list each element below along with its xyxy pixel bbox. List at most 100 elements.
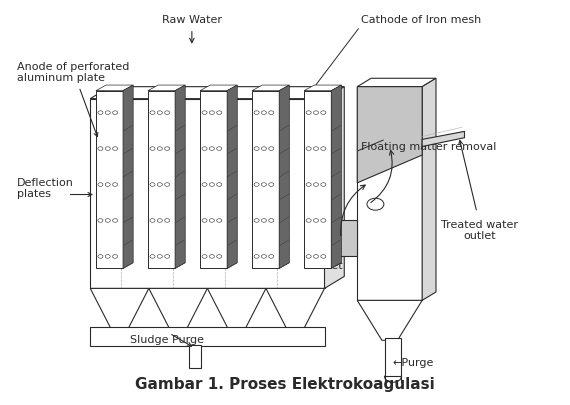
Circle shape <box>202 219 207 222</box>
Circle shape <box>209 183 214 186</box>
Bar <box>96 91 123 269</box>
Polygon shape <box>266 288 324 328</box>
Polygon shape <box>357 78 436 87</box>
Polygon shape <box>90 87 344 99</box>
Bar <box>200 91 227 269</box>
Circle shape <box>157 183 162 186</box>
Circle shape <box>367 198 384 210</box>
Circle shape <box>105 147 111 150</box>
Circle shape <box>157 111 162 115</box>
Polygon shape <box>207 288 266 328</box>
Circle shape <box>321 219 326 222</box>
Circle shape <box>254 147 259 150</box>
Bar <box>252 91 279 269</box>
Polygon shape <box>227 85 237 269</box>
Circle shape <box>262 255 266 258</box>
Circle shape <box>150 183 155 186</box>
Circle shape <box>262 147 266 150</box>
Circle shape <box>321 183 326 186</box>
Polygon shape <box>304 85 341 91</box>
Polygon shape <box>175 85 185 269</box>
Bar <box>357 87 422 301</box>
Text: Raw Water: Raw Water <box>162 15 222 25</box>
Bar <box>189 345 201 368</box>
Circle shape <box>268 219 274 222</box>
Polygon shape <box>357 87 422 183</box>
Circle shape <box>268 147 274 150</box>
Circle shape <box>112 219 117 222</box>
Circle shape <box>321 255 326 258</box>
Circle shape <box>262 183 266 186</box>
Circle shape <box>112 111 117 115</box>
Circle shape <box>209 111 214 115</box>
Text: Anode of perforated
aluminum plate: Anode of perforated aluminum plate <box>17 62 129 83</box>
Circle shape <box>217 219 222 222</box>
Text: Cathode of Iron mesh: Cathode of Iron mesh <box>361 15 482 25</box>
Circle shape <box>202 111 207 115</box>
Polygon shape <box>324 87 344 288</box>
Polygon shape <box>200 85 237 91</box>
Text: Gambar 1. Proses Elektrokoagulasi: Gambar 1. Proses Elektrokoagulasi <box>135 377 435 392</box>
Circle shape <box>306 219 311 222</box>
Bar <box>90 99 324 288</box>
Circle shape <box>98 147 103 150</box>
Circle shape <box>165 219 170 222</box>
Circle shape <box>306 183 311 186</box>
Circle shape <box>268 111 274 115</box>
Polygon shape <box>357 301 422 340</box>
Circle shape <box>314 147 319 150</box>
Text: Deflection
plates: Deflection plates <box>17 178 74 199</box>
Circle shape <box>314 111 319 115</box>
Polygon shape <box>331 85 341 269</box>
Circle shape <box>165 147 170 150</box>
Circle shape <box>202 255 207 258</box>
Circle shape <box>209 219 214 222</box>
Circle shape <box>314 219 319 222</box>
Circle shape <box>157 219 162 222</box>
Circle shape <box>217 111 222 115</box>
Circle shape <box>217 147 222 150</box>
Circle shape <box>98 255 103 258</box>
Text: Floating matter removal: Floating matter removal <box>361 142 496 151</box>
Text: ←Purge: ←Purge <box>392 358 434 368</box>
Circle shape <box>157 147 162 150</box>
Circle shape <box>157 255 162 258</box>
Polygon shape <box>123 85 133 269</box>
Polygon shape <box>279 85 290 269</box>
Circle shape <box>209 147 214 150</box>
Circle shape <box>112 183 117 186</box>
Polygon shape <box>96 85 133 91</box>
Circle shape <box>98 183 103 186</box>
Polygon shape <box>148 85 185 91</box>
Circle shape <box>150 255 155 258</box>
Circle shape <box>105 111 111 115</box>
Circle shape <box>150 219 155 222</box>
Circle shape <box>217 183 222 186</box>
Circle shape <box>105 183 111 186</box>
Bar <box>304 91 331 269</box>
Bar <box>385 338 401 376</box>
Polygon shape <box>149 288 207 328</box>
Circle shape <box>314 183 319 186</box>
Circle shape <box>165 183 170 186</box>
Circle shape <box>165 111 170 115</box>
Circle shape <box>254 219 259 222</box>
Circle shape <box>217 255 222 258</box>
Polygon shape <box>422 78 436 301</box>
Circle shape <box>112 255 117 258</box>
Circle shape <box>306 147 311 150</box>
Bar <box>148 91 175 269</box>
Circle shape <box>202 183 207 186</box>
Circle shape <box>254 255 259 258</box>
Circle shape <box>112 147 117 150</box>
Polygon shape <box>422 131 465 147</box>
Circle shape <box>321 111 326 115</box>
Circle shape <box>105 219 111 222</box>
Circle shape <box>254 111 259 115</box>
Polygon shape <box>252 85 290 91</box>
Circle shape <box>268 255 274 258</box>
Polygon shape <box>90 288 149 328</box>
Text: Outlet: Outlet <box>309 261 343 271</box>
Circle shape <box>98 111 103 115</box>
Circle shape <box>150 111 155 115</box>
